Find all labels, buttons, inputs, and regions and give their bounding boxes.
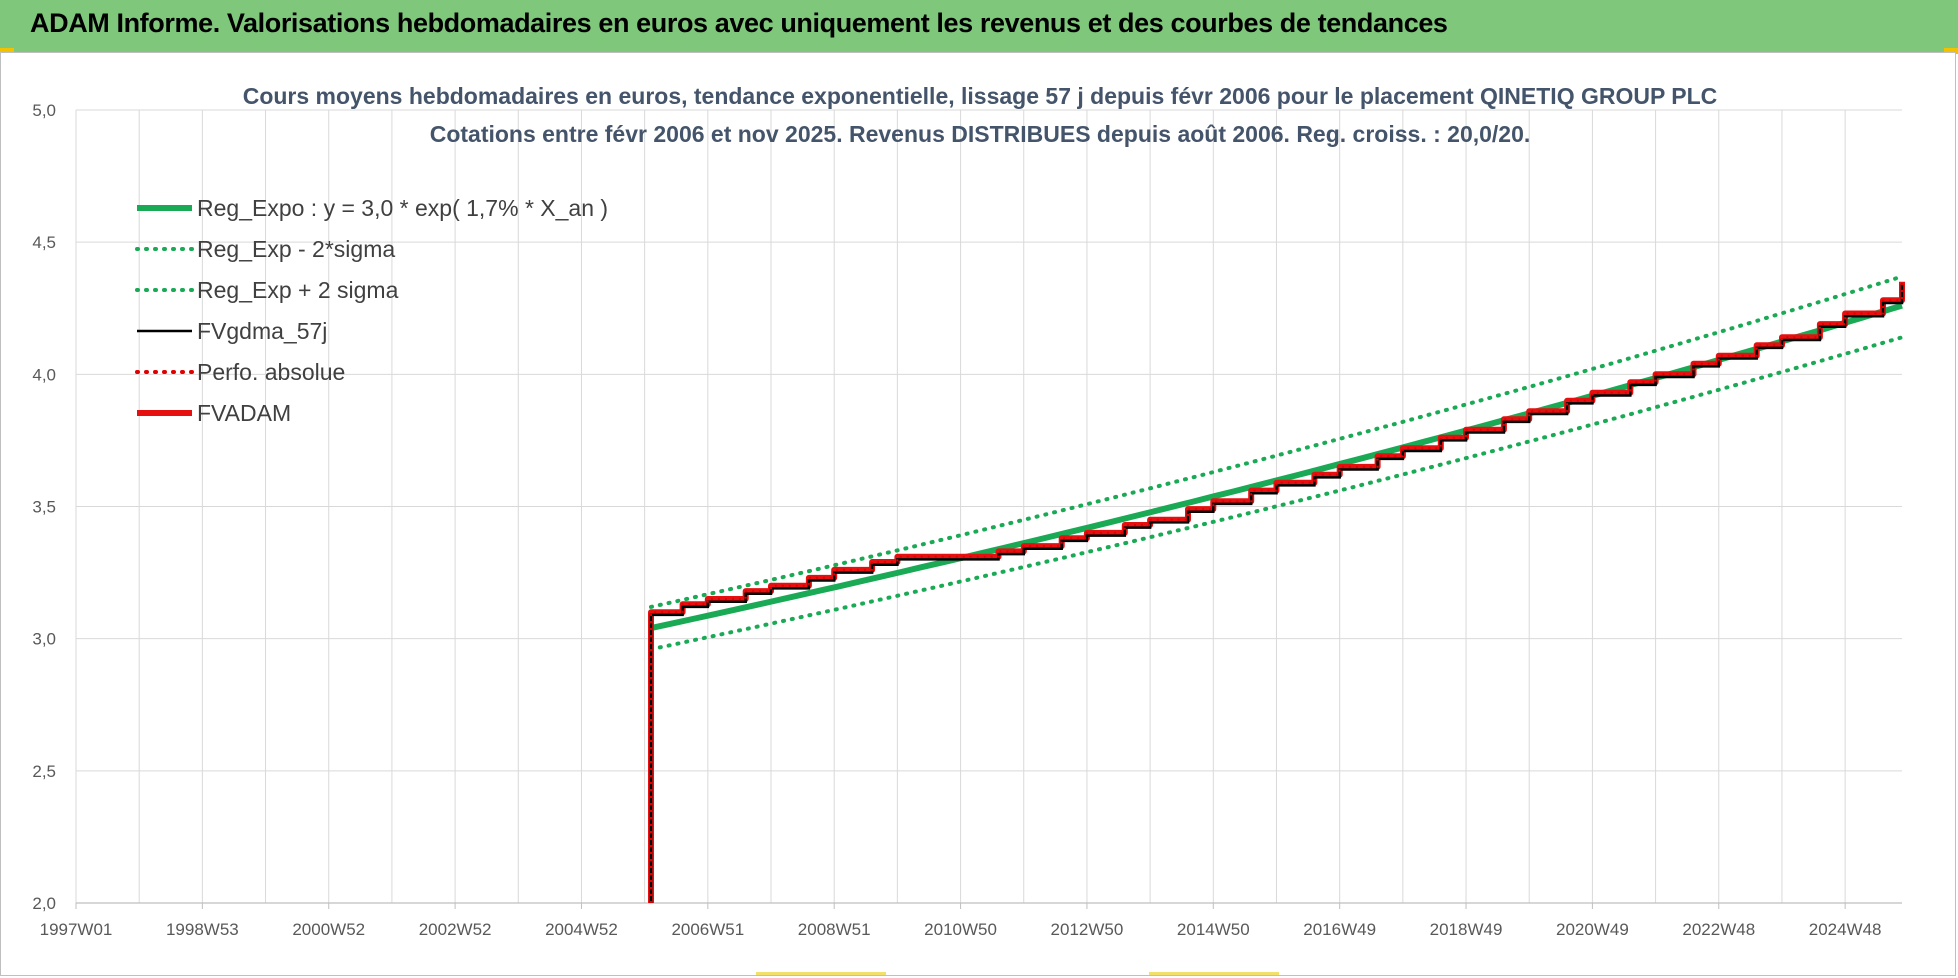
axes: 2,0 2,5 3,0 3,5 4,0 4,5 5,0 1997W01 1998W53 2000W…: [32, 101, 1902, 939]
series-line-regression: [649, 335, 1904, 652]
x-tick-label: 2006W51: [671, 920, 744, 939]
x-tick-label: 2002W52: [419, 920, 492, 939]
y-tick-label: 3,5: [32, 498, 56, 517]
legend-entry-label: FVADAM: [197, 400, 291, 426]
x-tick-label: 1997W01: [40, 920, 113, 939]
x-tick-label: 2020W49: [1556, 920, 1629, 939]
legend-entry-label: Perfo. absolue: [197, 359, 345, 385]
y-tick-label: 2,0: [32, 894, 56, 913]
grid-lines: [75, 109, 1902, 904]
x-tick-label: 2022W48: [1682, 920, 1755, 939]
x-tick-label: 2000W52: [292, 920, 365, 939]
chart-frame: [0, 52, 1956, 976]
x-tick-label: 2010W50: [924, 920, 997, 939]
y-tick-label: 5,0: [32, 101, 56, 120]
x-tick-label: 2024W48: [1809, 920, 1882, 939]
bottom-strip: [756, 972, 886, 975]
x-tick-label: 2012W50: [1051, 920, 1124, 939]
bottom-strip: [1149, 972, 1279, 975]
legend-entry-label: Reg_Exp - 2*sigma: [197, 236, 395, 262]
y-tick-label: 3,0: [32, 630, 56, 649]
y-tick-label: 4,0: [32, 365, 56, 384]
banner-title: ADAM Informe. Valorisations hebdomadaire…: [30, 8, 1448, 38]
x-tick-label: 2014W50: [1177, 920, 1250, 939]
x-tick-label: 1998W53: [166, 920, 239, 939]
corner-marker-left: [0, 48, 14, 54]
chart-title-line1: Cours moyens hebdomadaires en euros, ten…: [243, 83, 1718, 109]
x-tick-label: 2004W52: [545, 920, 618, 939]
x-tick-label: 2018W49: [1430, 920, 1503, 939]
report-banner: ADAM Informe. Valorisations hebdomadaire…: [0, 0, 1958, 52]
series-line-fvgdma: [649, 284, 1904, 903]
legend-entry-label: Reg_Expo : y = 3,0 * exp( 1,7% * X_an ): [197, 195, 608, 221]
x-tick-label: 2016W49: [1303, 920, 1376, 939]
x-tick-label: 2008W51: [798, 920, 871, 939]
y-tick-label: 4,5: [32, 233, 56, 252]
chart-title-line2: Cotations entre févr 2006 et nov 2025. R…: [430, 121, 1531, 147]
series-line-perfo-absolue: [650, 281, 1903, 903]
legend-entry-label: FVgdma_57j: [197, 318, 327, 344]
legend: Reg_Expo : y = 3,0 * exp( 1,7% * X_an ) R…: [135, 195, 608, 426]
corner-marker-right: [1944, 48, 1958, 54]
series-layer: [648, 274, 1905, 903]
y-tick-label: 2,5: [32, 762, 56, 781]
legend-entry-label: Reg_Exp + 2 sigma: [197, 277, 399, 303]
